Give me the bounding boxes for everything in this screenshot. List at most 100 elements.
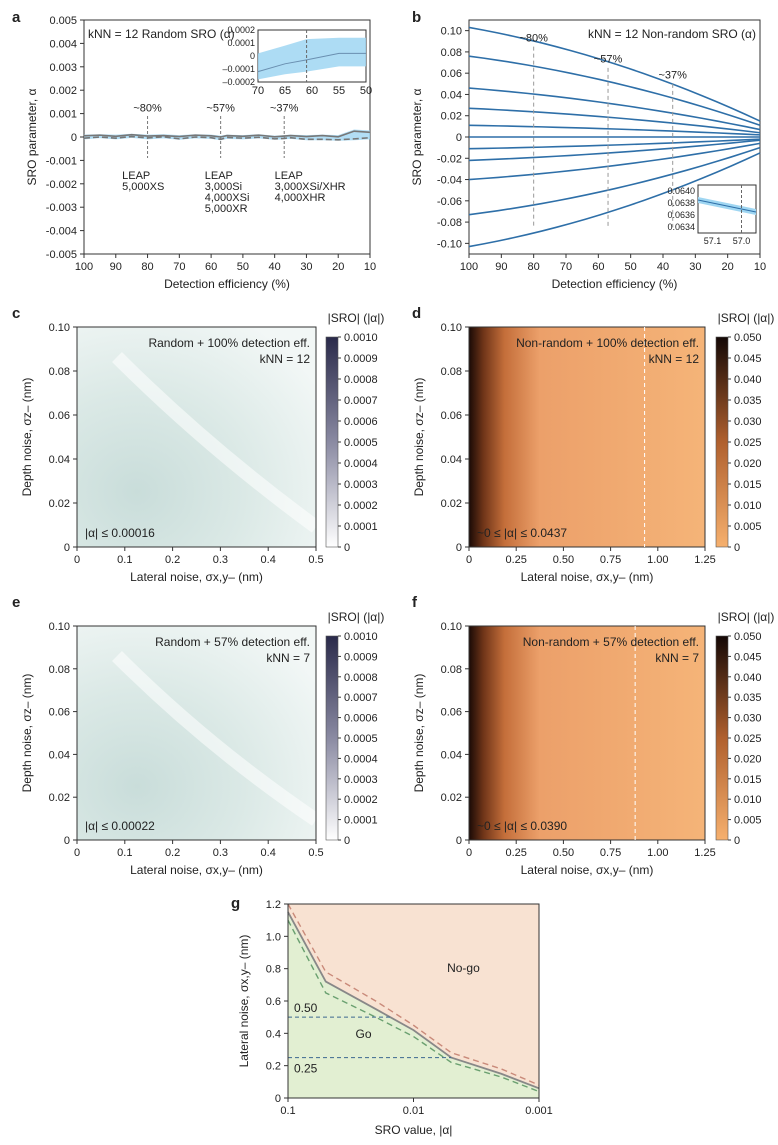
x-tick-label: 1.00	[647, 847, 668, 859]
y-tick-label: 0.003	[49, 62, 77, 74]
y-tick-label: 0.06	[441, 68, 462, 80]
x-tick-label: 0.25	[505, 554, 526, 566]
x-tick-label: 0.1	[280, 1105, 295, 1117]
y-tick-label: 0.4	[266, 1028, 281, 1040]
y-tick-label: 0.6	[266, 996, 281, 1008]
instrument-label: 3,000Si	[205, 181, 242, 193]
panel-f: f 0 0.25 0.50 0.75 1.00 1.25 0.10 0.08 0.06 0.04 0.…	[412, 594, 774, 877]
x-tick-label: 60	[205, 261, 217, 273]
inset-y-tick: 0.0638	[667, 198, 695, 208]
heatmap-highlight	[112, 352, 321, 533]
value-range-label: ~0 ≤ |α| ≤ 0.0437	[477, 526, 567, 540]
x-tick-label: 100	[75, 261, 93, 273]
y-tick-label: -0.04	[437, 175, 462, 187]
y-tick-label: 0	[71, 132, 77, 144]
y-tick-label: 0	[456, 132, 462, 144]
colorbar-tick-label: 0.0001	[344, 815, 378, 827]
y-tick-label: 0.002	[49, 85, 77, 97]
y-tick-label: -0.08	[437, 217, 462, 229]
series-line	[468, 26, 761, 122]
instrument-label: 3,000XSi/XHR	[275, 181, 346, 193]
colorbar	[325, 336, 339, 548]
series-line	[468, 152, 761, 248]
y-tick-label: 0.8	[266, 964, 281, 976]
series-line	[468, 138, 761, 150]
colorbar-tick-label: 0.035	[734, 395, 762, 407]
y-tick-label: -0.001	[46, 155, 77, 167]
panel-label: b	[412, 9, 421, 26]
panel-d: d 0 0.25 0.50 0.75 1.00 1.25 0.10 0.08 0.06 0.04 0.…	[412, 305, 774, 584]
series-line	[468, 55, 761, 127]
colorbar-tick-label: 0.015	[734, 774, 762, 786]
x-tick-label: 0.01	[403, 1105, 424, 1117]
colorbar-title: |SRO| (|α|)	[328, 610, 385, 624]
x-tick-label: 70	[173, 261, 185, 273]
x-axis-label: Lateral noise, σx,y– (nm)	[521, 570, 654, 584]
y-tick-label: 0.04	[441, 749, 462, 761]
inset-y-tick: 0.0640	[667, 186, 695, 196]
y-tick-label: 0.02	[441, 792, 462, 804]
x-tick-label: 80	[528, 261, 540, 273]
inset-y-tick: 0.0002	[227, 25, 255, 35]
inset-mean-line	[697, 199, 757, 213]
y-tick-label: 0.005	[49, 15, 77, 27]
y-axis-label: Lateral noise, σx,y– (nm)	[237, 935, 251, 1068]
instrument-label: 5,000XR	[205, 203, 248, 215]
colorbar-tick-label: 0.005	[734, 815, 762, 827]
y-tick-label: 0.10	[49, 621, 70, 633]
x-tick-label: 0.1	[117, 554, 132, 566]
heatmap-annotation: Random + 100% detection eff.	[148, 336, 310, 350]
x-tick-label: 50	[625, 261, 637, 273]
inset-x-tick: 57.1	[704, 236, 722, 246]
colorbar-title: |SRO| (|α|)	[718, 311, 775, 325]
x-tick-label: 0.4	[261, 554, 276, 566]
y-tick-label: 0.10	[441, 26, 462, 38]
instrument-label: 4,000XSi	[205, 192, 250, 204]
efficiency-marker-label: ~37%	[270, 102, 299, 114]
efficiency-marker-label: ~37%	[658, 70, 687, 82]
colorbar-tick-label: 0.0005	[344, 733, 378, 745]
colorbar-tick-label: 0.010	[734, 500, 762, 512]
y-tick-label: 0	[275, 1093, 281, 1105]
colorbar-tick-label: 0.020	[734, 458, 762, 470]
y-tick-label: -0.06	[437, 196, 462, 208]
y-tick-label: 0.08	[49, 366, 70, 378]
panel-label: e	[12, 594, 20, 611]
x-tick-label: 0.50	[553, 554, 574, 566]
chart-title: kNN = 12 Random SRO (α)	[88, 27, 235, 41]
colorbar	[715, 635, 729, 841]
colorbar-tick-label: 0.050	[734, 631, 762, 643]
inset-y-tick: 0.0636	[667, 210, 695, 220]
series-line	[83, 135, 371, 141]
x-tick-label: 0.75	[600, 847, 621, 859]
y-tick-label: 0.2	[266, 1061, 281, 1073]
y-tick-label: 0.04	[49, 749, 70, 761]
panel-label: f	[412, 594, 418, 611]
threshold-label: 0.25	[294, 1062, 318, 1076]
x-tick-label: 40	[269, 261, 281, 273]
panel-c: c 0 0.1 0.2 0.3 0.4 0.5 0.10 0.08 0.06 0.04 0.02 0 La…	[12, 305, 384, 584]
colorbar-title: |SRO| (|α|)	[718, 610, 775, 624]
x-tick-label: 30	[300, 261, 312, 273]
x-tick-label: 60	[592, 261, 604, 273]
colorbar-tick-label: 0.0004	[344, 458, 378, 470]
instrument-label: 4,000XHR	[275, 192, 326, 204]
inset-y-tick: 0	[250, 51, 255, 61]
colorbar-tick-label: 0.0002	[344, 794, 378, 806]
y-tick-label: 0.04	[441, 89, 462, 101]
y-tick-label: 0	[456, 835, 462, 847]
colorbar-tick-label: 0.040	[734, 374, 762, 386]
colorbar-tick-label: 0.025	[734, 437, 762, 449]
x-tick-label: 0.50	[553, 847, 574, 859]
y-tick-label: 0.02	[441, 498, 462, 510]
x-tick-label: 0.1	[117, 847, 132, 859]
x-tick-label: 0.5	[308, 554, 323, 566]
colorbar-tick-label: 0.0009	[344, 353, 378, 365]
colorbar-tick-label: 0.015	[734, 479, 762, 491]
colorbar-tick-label: 0.0008	[344, 672, 378, 684]
colorbar-tick-label: 0.045	[734, 651, 762, 663]
colorbar-tick-label: 0.040	[734, 672, 762, 684]
colorbar-tick-label: 0	[734, 542, 740, 554]
colorbar-tick-label: 0.030	[734, 416, 762, 428]
x-tick-label: 1.25	[694, 554, 715, 566]
